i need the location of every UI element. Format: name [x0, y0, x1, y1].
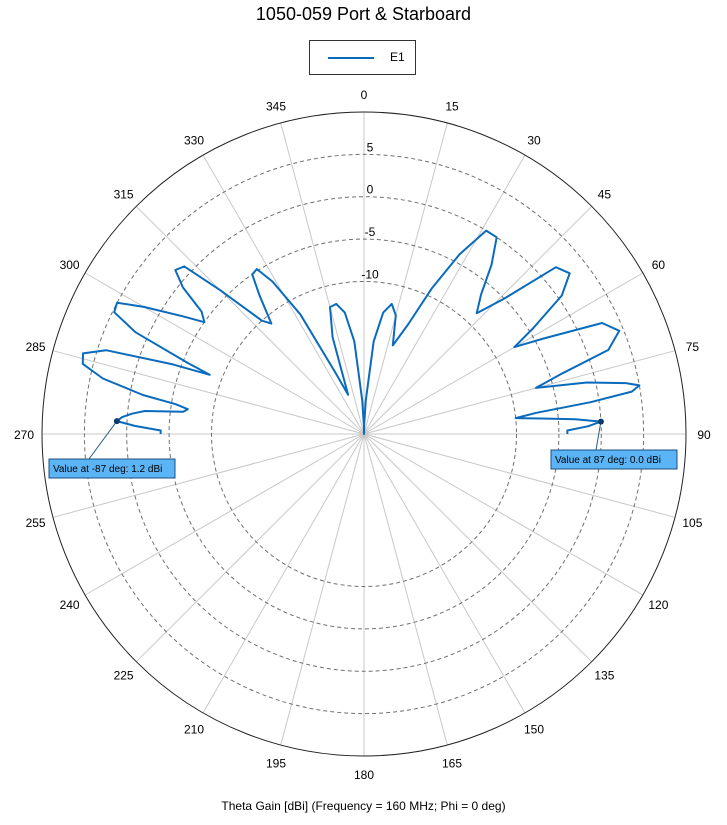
angle-spoke-60	[363, 272, 644, 435]
legend-label: E1	[390, 50, 405, 64]
marker-leader	[88, 420, 118, 460]
marker-callout	[550, 449, 678, 470]
angle-spoke-315	[135, 205, 365, 435]
chart-title: 1050-059 Port & Starboard	[255, 4, 472, 24]
legend-line-swatch	[328, 57, 374, 59]
radial-ring	[168, 238, 560, 630]
radial-ring	[83, 153, 645, 715]
angle-tick-label: 210	[184, 722, 204, 736]
angle-tick-label: 225	[114, 668, 134, 682]
angle-tick-label: 150	[524, 722, 544, 736]
angle-spoke-225	[135, 433, 365, 663]
angle-tick-label: 285	[26, 340, 46, 354]
marker-callout-label: Value at 87 deg: 0.0 dBi	[555, 455, 661, 466]
angle-tick-label: 255	[26, 516, 46, 530]
angle-tick-label: 135	[594, 668, 614, 682]
angle-tick-label: 45	[598, 188, 612, 202]
angle-spoke-15	[363, 122, 448, 435]
marker-point	[597, 418, 604, 425]
angle-tick-label: 270	[14, 428, 34, 442]
angle-tick-label: 330	[184, 134, 204, 148]
angle-tick-label: 120	[648, 598, 668, 612]
radial-tick-label: 5	[367, 140, 374, 154]
marker-callout-label: Value at -87 deg: 1.2 dBi	[53, 464, 162, 475]
angle-spoke-150	[363, 433, 526, 714]
series-line-E1	[81, 229, 641, 435]
angle-tick-label: 0	[361, 88, 368, 102]
radial-tick-label: -5	[365, 225, 376, 239]
angle-tick-label: 345	[266, 100, 286, 114]
angle-tick-label: 300	[60, 258, 80, 272]
series-layer	[81, 229, 641, 435]
grid-layer: 0 15 30 45 60 75 90 105 120 135 150 165 180 195 210 225…	[14, 88, 711, 782]
angle-spoke-30	[363, 154, 526, 435]
marker-layer: Value at -87 deg: 1.2 dBi Value at 87 deg…	[48, 418, 678, 479]
angle-spoke-300	[84, 272, 365, 435]
angle-spoke-195	[280, 433, 365, 746]
angle-spoke-240	[84, 433, 365, 596]
angle-spoke-345	[280, 122, 365, 435]
radial-ring	[126, 196, 602, 672]
angle-tick-label: 75	[686, 340, 700, 354]
angle-tick-label: 15	[445, 100, 459, 114]
radial-ring	[211, 281, 517, 587]
angle-tick-label: 60	[652, 258, 666, 272]
angle-tick-label: 180	[354, 768, 374, 782]
angle-spoke-120	[363, 433, 644, 596]
x-axis-caption: Theta Gain [dBi] (Frequency = 160 MHz; P…	[221, 799, 506, 813]
angle-spoke-105	[363, 433, 676, 518]
angle-tick-label: 195	[266, 756, 286, 770]
radial-tick-label: 0	[367, 183, 374, 197]
angle-spoke-45	[363, 205, 593, 435]
angle-spoke-75	[363, 350, 676, 435]
marker-leader	[595, 421, 602, 451]
angle-tick-label: 315	[114, 188, 134, 202]
angle-tick-label: 105	[682, 516, 702, 530]
angle-tick-label: 165	[442, 756, 462, 770]
radial-tick-label: -10	[361, 268, 379, 282]
angle-tick-label: 90	[697, 428, 711, 442]
angle-spoke-165	[363, 433, 448, 746]
legend: E1	[309, 40, 416, 75]
angle-tick-label: 30	[527, 134, 541, 148]
angle-spoke-255	[52, 433, 365, 518]
marker-callout	[48, 458, 176, 479]
angle-spoke-135	[363, 433, 593, 663]
marker-point	[113, 418, 120, 425]
angle-spoke-210	[202, 433, 365, 714]
angle-spoke-285	[52, 350, 365, 435]
angle-tick-label: 240	[60, 598, 80, 612]
outer-ring	[41, 111, 687, 757]
